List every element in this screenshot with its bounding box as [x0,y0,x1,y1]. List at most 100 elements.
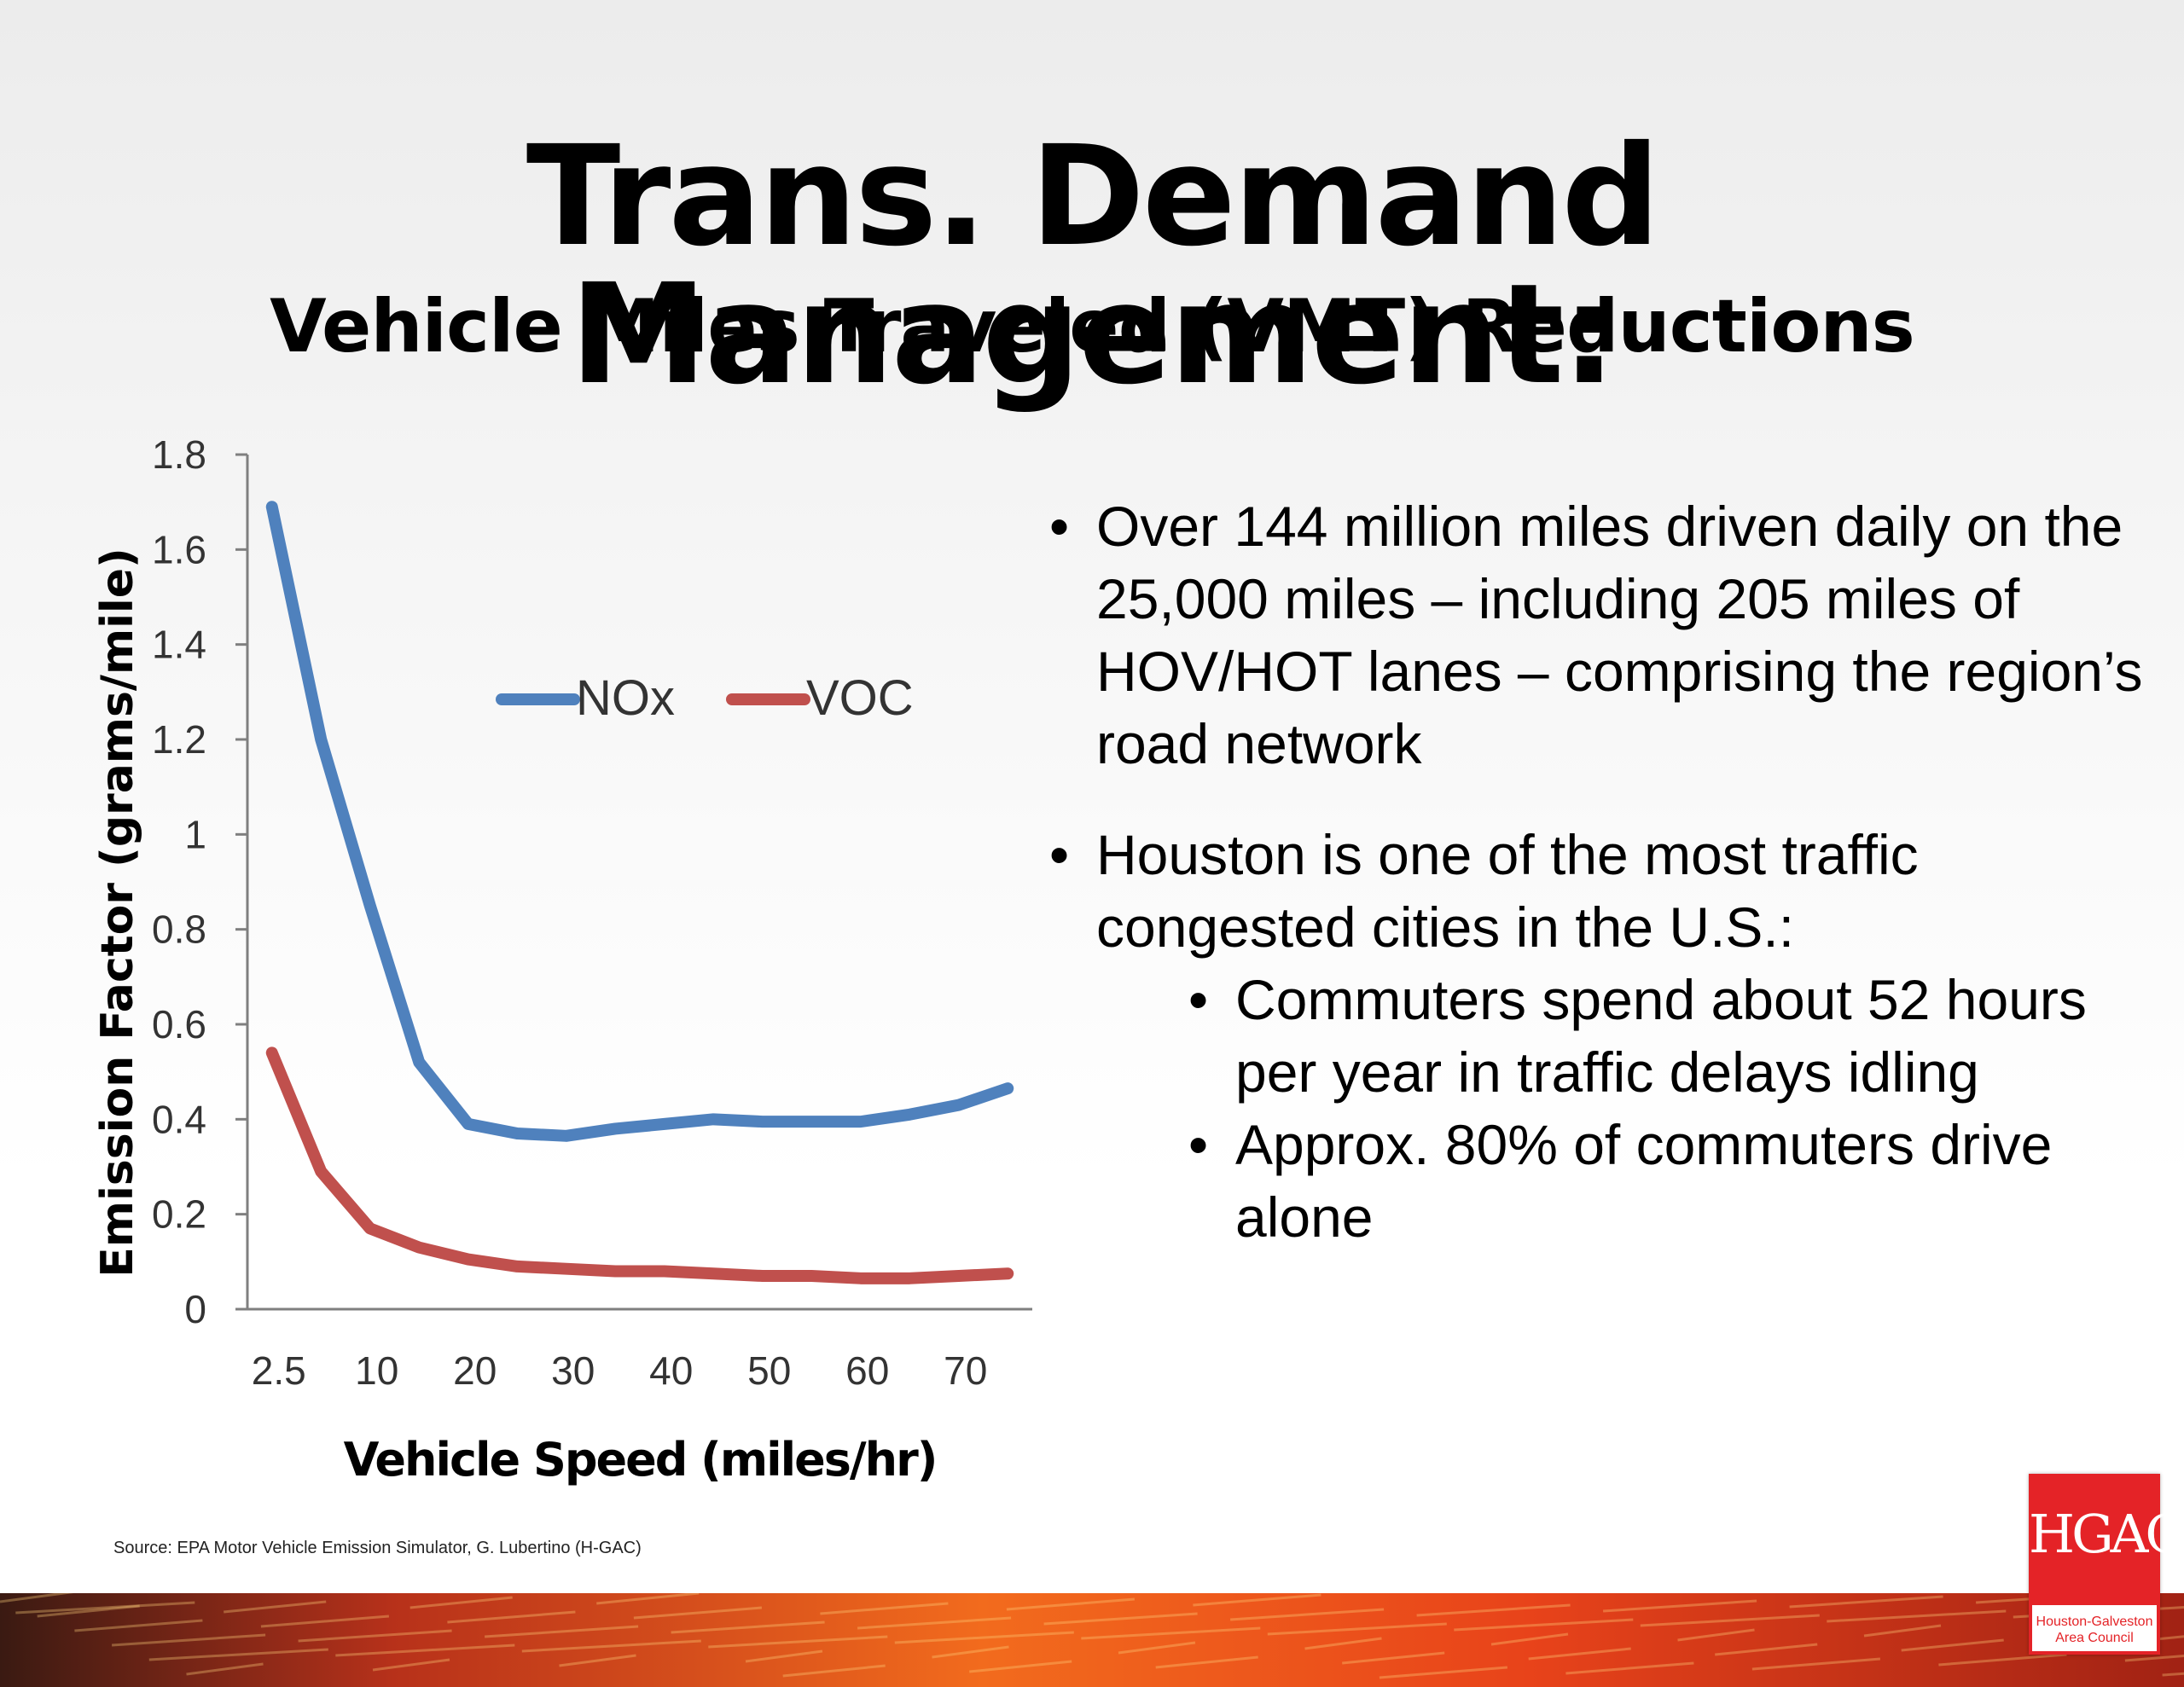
band-streak [260,1615,390,1628]
x-tick-label: 30 [551,1348,595,1393]
band-streak [1565,1661,1694,1675]
sub-bullet-item: Commuters spend about 52 hours per year … [1188,964,2158,1109]
y-tick-label: 1.8 [152,432,206,477]
band-streak [1006,1597,1136,1611]
chart-legend: NOx VOC [496,670,914,726]
band-streak [15,1601,195,1615]
band-streak [298,1629,452,1643]
band-streak [1901,1638,2004,1652]
bullet-item: Houston is one of the most traffic conge… [1049,819,2158,1254]
band-streak [447,1610,576,1624]
band-streak [1267,1622,1447,1636]
y-tick-label: 1.4 [152,623,206,667]
band-streak [1454,1618,1634,1632]
band-streak [932,1645,1009,1659]
x-tick-label: 50 [747,1348,791,1393]
band-streak [2124,1654,2184,1662]
band-streak [820,1602,949,1615]
band-streak [112,1633,266,1647]
x-tick-label: 40 [649,1348,693,1393]
y-axis: 0 0.2 0.4 0.6 0.8 1 1.2 1.4 1.6 1.8 [152,432,249,1331]
band-streak [485,1625,639,1638]
x-tick-label: 20 [453,1348,497,1393]
y-tick-label: 1.6 [152,527,206,571]
band-streak [372,1658,450,1672]
y-tick-label: 0.6 [152,1002,206,1046]
band-streak [1416,1603,1571,1617]
band-streak [0,1593,74,1603]
y-axis-label: Emission Factor (grams/mile) [92,548,143,1278]
logo-caption-line: Area Council [2055,1631,2134,1645]
series-line-nox [265,501,1014,1142]
band-streak [224,1600,327,1614]
bullet-text: Over 144 million miles driven daily on t… [1096,495,2143,775]
y-tick-label: 0.4 [152,1097,206,1141]
band-streak [671,1620,825,1634]
series-layer [265,501,1014,1284]
band-streak [37,1604,140,1618]
band-streak [745,1649,823,1663]
band-streak [1640,1614,1820,1627]
band-streak [969,1660,1072,1673]
band-streak [148,1648,328,1661]
x-axis-label: Vehicle Speed (miles/hr) [344,1433,937,1487]
band-streak [1603,1599,1757,1613]
hgac-logo: HGAC Houston-Galveston Area Council [2029,1474,2184,1655]
slide-title: Trans. Demand Management: [526,117,1660,415]
sub-bullet-item: Approx. 80% of commuters drive alone [1188,1109,2158,1254]
band-streak [1863,1624,1942,1638]
logo-mark: HGAC [2029,1503,2184,1565]
sub-bullet-text: Commuters spend about 52 hours per year … [1235,968,2087,1104]
x-tick-label: 10 [355,1348,398,1393]
band-streak [596,1593,700,1605]
band-streak [1938,1653,2067,1667]
band-streak [186,1662,264,1676]
band-streak [1193,1593,1321,1607]
sub-bullet-list: Commuters spend about 52 hours per year … [1096,964,2158,1254]
y-tick-label: 1 [184,812,206,856]
band-streak [894,1631,1074,1644]
y-tick-label: 0 [184,1287,206,1331]
sub-bullet-text: Approx. 80% of commuters drive alone [1235,1113,2053,1249]
band-streak [559,1654,636,1667]
x-axis: 2.5 10 20 30 40 50 60 70 [247,1307,1032,1393]
legend-label-nox: NOx [576,670,675,726]
emission-chart: 0 0.2 0.4 0.6 0.8 1 1.2 1.4 1.6 1.8 2.5 10 20 30 40 50… [92,432,1032,1487]
band-streak [410,1596,513,1609]
bullet-text: Houston is one of the most traffic conge… [1096,823,1919,959]
logo-caption: Houston-Galveston Area Council [2029,1602,2160,1655]
band-streak [1118,1641,1196,1655]
band-streak [1230,1608,1385,1621]
band-streak [708,1635,888,1649]
y-tick-label: 1.2 [152,717,206,762]
band-streak [74,1619,203,1632]
y-tick-label: 0.8 [152,907,206,952]
band-streak [1528,1647,1631,1661]
legend-label-voc: VOC [806,670,914,726]
footer-decorative-band [0,1593,2184,1687]
band-streak [1155,1655,1258,1669]
band-streak [1751,1657,1881,1671]
series-line-voc [265,1046,1014,1284]
band-streak [1081,1626,1261,1640]
slide-subtitle: Vehicle Miles Traveled (VMT) Reductions [270,284,1915,369]
band-streak [521,1639,701,1653]
logo-caption-line: Houston-Galveston [2036,1615,2153,1629]
band-streak [1827,1609,2007,1623]
band-streak [1677,1628,1755,1642]
y-tick-label: 0.2 [152,1192,206,1237]
x-tick-label: 60 [845,1348,889,1393]
band-streak [1304,1637,1382,1650]
band-streak [1715,1643,1818,1656]
band-streak [857,1616,1012,1630]
bullet-item: Over 144 million miles driven daily on t… [1049,490,2158,780]
band-streak [1342,1651,1445,1665]
band-streak [335,1644,515,1657]
x-tick-label: 70 [944,1348,987,1393]
band-streak [633,1606,763,1620]
band-streak [1789,1595,1943,1609]
band-streak [1490,1632,1569,1646]
band-streak [1043,1612,1198,1626]
x-tick-label: 2.5 [252,1348,306,1393]
band-streak [782,1664,886,1678]
